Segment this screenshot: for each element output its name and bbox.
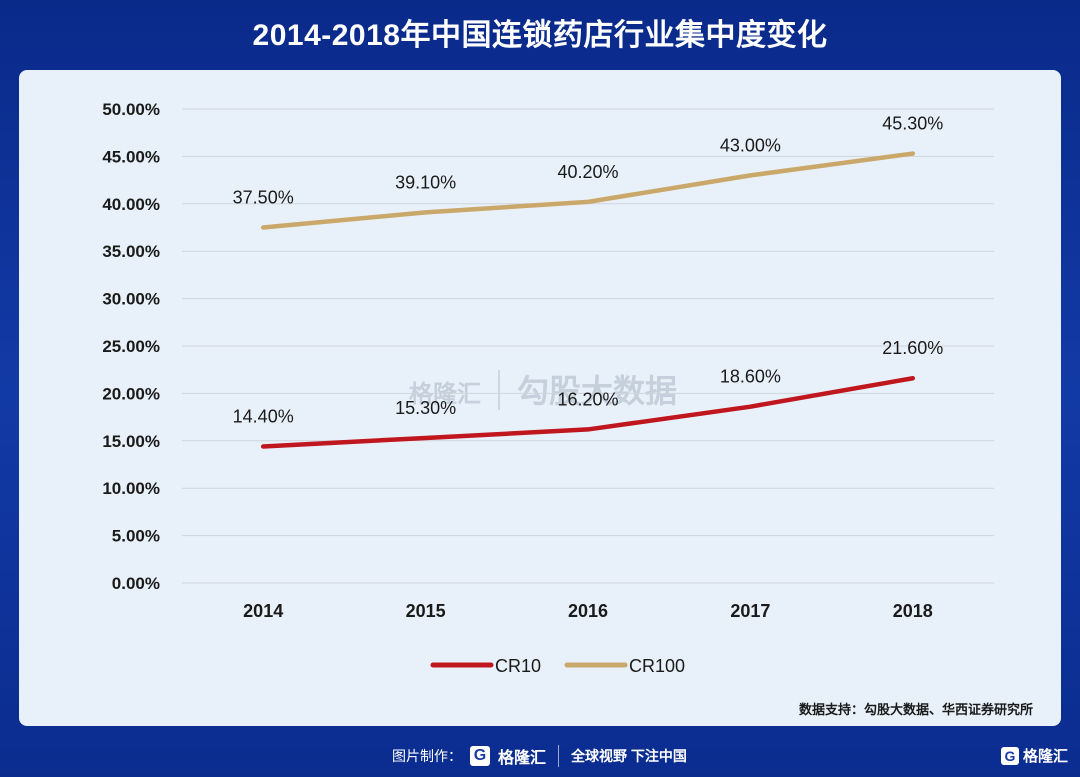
footer-slogan: 全球视野 下注中国 bbox=[571, 748, 687, 764]
line-chart: 格隆汇 勾股大数据 0.00% 5.00% 10.00% 15.00% 20.00% 25.0… bbox=[102, 100, 994, 676]
footer-credit: 图片制作： G 格隆汇 全球视野 下注中国 bbox=[392, 743, 687, 769]
data-label: 18.60% bbox=[720, 367, 781, 387]
watermark-text: 勾股大数据 bbox=[517, 373, 677, 409]
y-tick-label: 45.00% bbox=[102, 147, 160, 166]
y-tick-label: 40.00% bbox=[102, 195, 160, 214]
legend-label-cr10: CR10 bbox=[495, 656, 541, 676]
data-label: 16.20% bbox=[557, 389, 618, 409]
footer-logo: G 格隆汇 bbox=[1000, 745, 1068, 766]
chart-panel: 格隆汇 勾股大数据 0.00% 5.00% 10.00% 15.00% 20.00% 25.0… bbox=[19, 70, 1061, 726]
footer-label: 图片制作： bbox=[392, 748, 462, 764]
data-label: 37.50% bbox=[233, 188, 294, 208]
y-tick-label: 50.00% bbox=[102, 100, 160, 119]
data-label: 40.20% bbox=[557, 162, 618, 182]
x-tick-label: 2015 bbox=[406, 601, 446, 621]
data-label: 39.10% bbox=[395, 172, 456, 192]
y-tick-label: 10.00% bbox=[102, 479, 160, 498]
watermark-brand: 格隆汇 bbox=[409, 380, 481, 408]
footer: 图片制作： G 格隆汇 全球视野 下注中国 G 格隆汇 bbox=[0, 733, 1080, 777]
x-tick-label: 2017 bbox=[730, 601, 770, 621]
y-tick-label: 0.00% bbox=[112, 574, 160, 593]
page-title: 2014-2018年中国连锁药店行业集中度变化 bbox=[252, 19, 828, 52]
data-label: 43.00% bbox=[720, 135, 781, 155]
x-tick-label: 2016 bbox=[568, 601, 608, 621]
legend-label-cr100: CR100 bbox=[629, 656, 685, 676]
x-tick-label: 2018 bbox=[893, 601, 933, 621]
data-label: 21.60% bbox=[882, 338, 943, 358]
y-tick-label: 5.00% bbox=[112, 527, 160, 546]
y-tick-label: 30.00% bbox=[102, 290, 160, 309]
series-line-cr100 bbox=[260, 151, 916, 230]
footer-brand: 格隆汇 bbox=[498, 750, 547, 767]
data-label: 45.30% bbox=[882, 114, 943, 134]
y-tick-label: 20.00% bbox=[102, 384, 160, 403]
data-label: 15.30% bbox=[395, 398, 456, 418]
footer-right-brand: 格隆汇 bbox=[1022, 748, 1068, 765]
g-logo-icon: G bbox=[470, 746, 490, 766]
source-note: 数据支持：勾股大数据、华西证券研究所 bbox=[798, 702, 1033, 717]
data-label: 14.40% bbox=[233, 406, 294, 426]
g-logo-icon: G bbox=[1000, 746, 1019, 765]
x-tick-label: 2014 bbox=[243, 601, 283, 621]
footer-divider bbox=[558, 745, 560, 767]
y-tick-label: 35.00% bbox=[102, 242, 160, 261]
y-tick-label: 15.00% bbox=[102, 432, 160, 451]
series-line-cr10 bbox=[260, 375, 916, 449]
y-tick-label: 25.00% bbox=[102, 337, 160, 356]
